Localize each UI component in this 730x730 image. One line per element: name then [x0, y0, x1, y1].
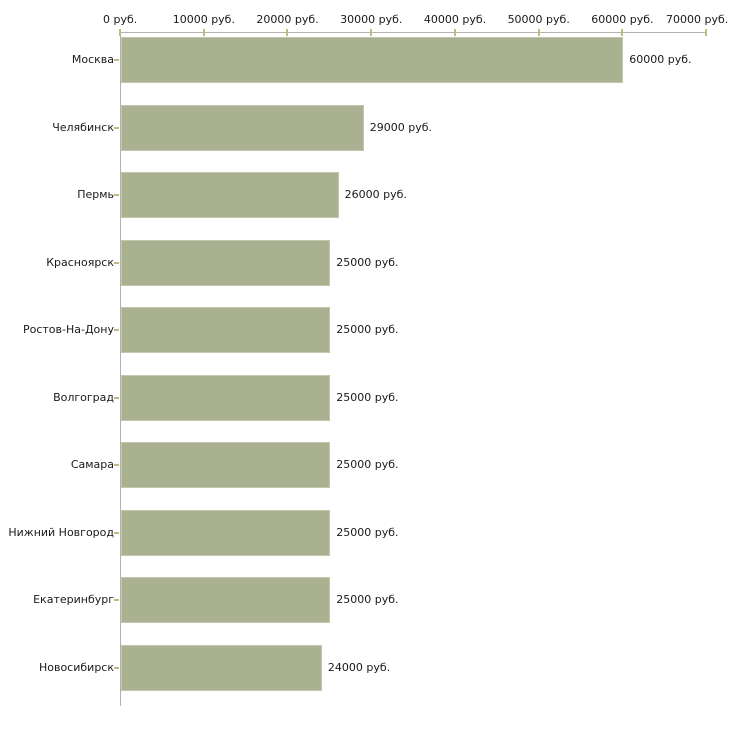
x-axis-tick-label: 40000 руб.	[423, 13, 487, 26]
bar	[121, 442, 331, 488]
x-axis-tick	[370, 29, 372, 36]
bar	[121, 577, 331, 623]
x-axis-tick	[621, 29, 623, 36]
x-axis-tick-label: 50000 руб.	[507, 13, 570, 26]
bar	[121, 172, 339, 218]
bar	[121, 374, 331, 421]
category-tick	[114, 666, 119, 669]
bar	[121, 239, 331, 286]
x-axis-tick	[119, 29, 121, 36]
x-axis-tick	[454, 29, 456, 36]
category-label: Нижний Новгород	[8, 525, 114, 539]
value-label: 25000 руб.	[336, 255, 399, 269]
value-label: 29000 руб.	[369, 120, 433, 134]
bar	[121, 104, 364, 151]
x-axis-tick-label: 20000 руб.	[256, 13, 319, 26]
value-label: 25000 руб.	[336, 593, 399, 606]
category-tick	[114, 261, 119, 264]
category-label: Новосибирск	[38, 660, 114, 674]
category-tick	[114, 59, 119, 61]
x-axis-tick-label: 60000 руб.	[591, 13, 654, 26]
x-axis-tick	[538, 29, 540, 36]
x-axis-line	[120, 32, 707, 33]
x-axis-tick	[286, 29, 288, 36]
value-label: 25000 руб.	[336, 458, 399, 471]
category-tick	[114, 329, 119, 331]
value-label: 25000 руб.	[336, 323, 399, 336]
category-tick	[114, 396, 119, 399]
bar	[121, 509, 331, 556]
x-axis-tick-label: 70000 руб.	[666, 13, 729, 26]
category-label: Ростов-На-Дону	[22, 323, 114, 336]
value-label: 60000 руб.	[629, 53, 692, 66]
category-label: Волгоград	[53, 390, 114, 404]
category-tick	[114, 194, 119, 196]
category-tick	[114, 531, 119, 534]
bar	[121, 37, 624, 83]
category-label: Челябинск	[52, 120, 114, 134]
category-label: Екатеринбург	[33, 593, 114, 606]
category-tick	[114, 126, 119, 129]
bar	[121, 307, 331, 353]
bar	[121, 644, 322, 691]
x-axis-tick	[705, 29, 707, 36]
value-label: 26000 руб.	[344, 188, 407, 201]
category-label: Пермь	[77, 188, 114, 201]
category-label: Красноярск	[46, 255, 114, 269]
category-tick	[114, 464, 119, 466]
x-axis-tick-label: 0 руб.	[103, 13, 138, 26]
x-axis-tick-label: 10000 руб.	[172, 13, 235, 26]
value-label: 24000 руб.	[327, 660, 391, 674]
y-axis-line	[120, 32, 121, 706]
x-axis-tick-label: 30000 руб.	[340, 13, 403, 26]
x-axis-tick	[203, 29, 205, 36]
category-tick	[114, 599, 119, 601]
category-label: Самара	[70, 458, 114, 471]
value-label: 25000 руб.	[336, 390, 399, 404]
value-label: 25000 руб.	[336, 525, 399, 539]
category-label: Москва	[71, 53, 114, 66]
